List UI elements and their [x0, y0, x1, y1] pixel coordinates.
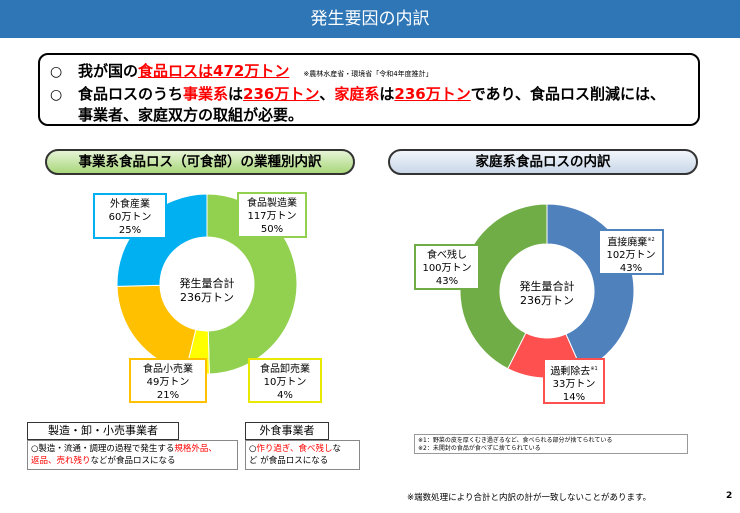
- business-section-header: 事業系食品ロス（可食部）の業種別内訳: [45, 149, 355, 175]
- callout-percent: 25%: [118, 225, 142, 236]
- footnote-mark: ※1: [590, 366, 598, 372]
- summary-highlight: 家庭系: [334, 85, 380, 103]
- center-label-total: 236万トン: [180, 291, 234, 304]
- callout-name: 外食産業: [110, 199, 150, 210]
- manufacturing-note-header: 製造・卸・小売事業者: [27, 422, 179, 440]
- household-donut-center: 発生量合計 236万トン: [507, 280, 587, 308]
- callout-name: 食品小売業: [143, 364, 193, 375]
- callout-percent: 4%: [277, 390, 293, 401]
- callout-percent: 21%: [156, 390, 180, 401]
- callout-amount: 33万トン: [552, 379, 596, 391]
- callout-manufacturing: 食品製造業 117万トン 50%: [237, 192, 307, 238]
- callout-name: 過剰除去※1: [545, 363, 603, 378]
- summary-highlight: 食品ロスは472万トン: [138, 62, 290, 80]
- callout-restaurant: 外食産業 60万トン 25%: [93, 193, 167, 239]
- callout-percent: 50%: [260, 224, 284, 235]
- summary-highlight: 236万トン: [243, 85, 320, 103]
- note-text: ど が食品ロスになる: [249, 456, 329, 466]
- footnote-2: ※2：未開封の食品が食べずに捨てられている: [418, 445, 541, 452]
- restaurant-note-body: ○作り過ぎ、食べ残しな ど が食品ロスになる: [245, 440, 360, 470]
- callout-percent: 43%: [619, 263, 643, 275]
- rounding-note: ※端数処理により合計と内訳の計が一致しないことがあります。: [407, 493, 652, 503]
- bullet-circle-icon: ○: [50, 64, 63, 80]
- summary-text: 、: [319, 85, 335, 103]
- summary-line-2: ○ 食品ロスのうち 事業系 は 236万トン 、 家庭系 は 236万トン であ…: [50, 84, 688, 105]
- summary-text: であり、食品ロス削減には、: [470, 85, 665, 103]
- callout-amount: 10万トン: [263, 377, 307, 388]
- note-text: などが食品ロスになる: [90, 456, 176, 466]
- callout-retail: 食品小売業 49万トン 21%: [129, 358, 207, 403]
- callout-excess-removal: 過剰除去※1 33万トン 14%: [543, 358, 605, 404]
- business-donut-center: 発生量合計 236万トン: [167, 277, 247, 305]
- restaurant-note-header: 外食事業者: [245, 422, 329, 440]
- page-number: 2: [726, 491, 733, 501]
- footnote-1: ※1：野菜の皮を厚くむき過ぎるなど、食べられる部分が捨てられている: [418, 437, 613, 444]
- summary-highlight: 事業系: [183, 85, 229, 103]
- summary-text: 我が国の: [78, 62, 139, 80]
- note-highlight: 規格外品、: [174, 444, 217, 454]
- center-label-total: 236万トン: [520, 294, 574, 307]
- household-section-header: 家庭系食品ロスの内訳: [388, 149, 698, 175]
- callout-amount: 117万トン: [247, 211, 297, 222]
- summary-line-1: ○ 我が国の 食品ロスは472万トン ※農林水産省・環境省「令和4年度推計」: [50, 61, 688, 84]
- callout-name: 食品卸売業: [260, 364, 310, 375]
- manufacturing-note-body: ○製造・流通・調理の過程で発生する規格外品、 返品、売れ残りなどが食品ロスになる: [27, 440, 238, 470]
- callout-name: 食べ残し: [427, 250, 467, 261]
- summary-box: ○ 我が国の 食品ロスは472万トン ※農林水産省・環境省「令和4年度推計」 ○…: [38, 53, 700, 126]
- source-note: ※農林水産省・環境省「令和4年度推計」: [303, 70, 433, 78]
- footnotes-box: ※1：野菜の皮を厚くむき過ぎるなど、食べられる部分が捨てられている ※2：未開封…: [414, 434, 688, 454]
- donut-slice-4: [116, 193, 208, 287]
- summary-line-3: 事業者、家庭双方の取組が必要。: [50, 105, 688, 125]
- business-donut-chart: [116, 193, 298, 375]
- summary-text: は: [379, 85, 395, 103]
- callout-amount: 60万トン: [108, 212, 152, 223]
- callout-direct-disposal: 直接廃棄※2 102万トン 43%: [598, 229, 664, 275]
- callout-amount: 100万トン: [422, 263, 472, 274]
- callout-name-text: 直接廃棄: [607, 237, 648, 249]
- center-label-title: 発生量合計: [519, 280, 575, 293]
- note-highlight: 作り過ぎ、食べ残し: [256, 444, 333, 454]
- callout-wholesale: 食品卸売業 10万トン 4%: [248, 358, 322, 403]
- callout-name: 食品製造業: [247, 198, 297, 209]
- callout-percent: 14%: [562, 392, 586, 404]
- summary-highlight: 236万トン: [394, 85, 471, 103]
- note-text: ○製造・流通・調理の過程で発生する: [31, 444, 175, 454]
- center-label-title: 発生量合計: [179, 277, 235, 290]
- callout-leftovers: 食べ残し 100万トン 43%: [414, 244, 480, 290]
- callout-amount: 102万トン: [606, 250, 656, 262]
- slide-title: 発生要因の内訳: [0, 0, 740, 38]
- summary-text: 食品ロスのうち: [78, 85, 184, 103]
- note-highlight: 返品、売れ残り: [31, 456, 91, 466]
- donut-slice-3: [459, 203, 548, 370]
- callout-name-text: 過剰除去: [550, 366, 591, 378]
- note-text: ○: [249, 444, 257, 454]
- summary-text: は: [228, 85, 244, 103]
- summary-text: 事業者、家庭双方の取組が必要。: [78, 106, 304, 124]
- callout-percent: 43%: [435, 276, 459, 287]
- callout-name: 直接廃棄※2: [600, 234, 662, 249]
- note-text: な: [332, 444, 342, 454]
- callout-amount: 49万トン: [146, 377, 190, 388]
- bullet-circle-icon: ○: [50, 87, 63, 103]
- footnote-mark: ※2: [647, 237, 655, 243]
